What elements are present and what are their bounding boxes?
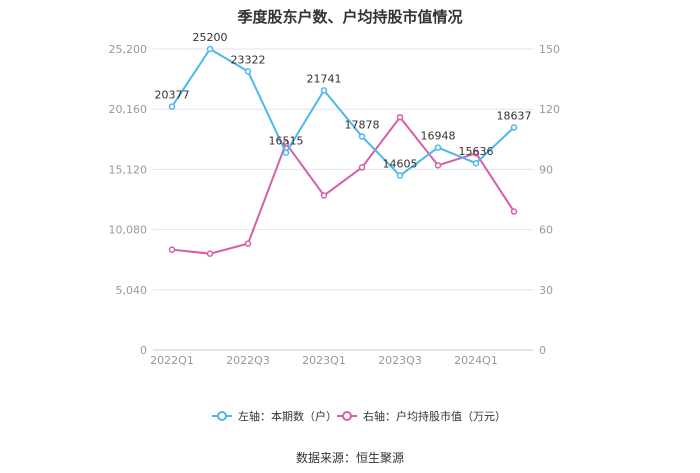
data-label: 15636: [459, 145, 494, 158]
x-tick-label: 2023Q1: [302, 354, 346, 367]
left-tick-label: 20,160: [109, 103, 148, 116]
left-tick-label: 5,040: [116, 284, 148, 297]
data-point: [510, 208, 518, 215]
legend-item-market-value[interactable]: 右轴：户均持股市值（万元）: [337, 409, 506, 423]
data-point: [396, 113, 404, 121]
series-market-value: [168, 113, 518, 257]
right-tick-label: 120: [539, 103, 560, 116]
data-point: [358, 133, 366, 140]
x-tick-label: 2022Q1: [150, 354, 194, 367]
legend-label-market-value: 右轴：户均持股市值（万元）: [363, 409, 506, 423]
data-point: [206, 250, 214, 257]
data-label: 25200: [193, 31, 228, 44]
data-point: [244, 68, 252, 75]
data-point: [396, 172, 404, 179]
series-line: [171, 47, 515, 177]
legend-marker-households: [217, 411, 227, 421]
chart-title: 季度股东户数、户均持股市值情况: [237, 8, 462, 26]
data-label: 14605: [383, 158, 418, 171]
left-tick-label: 15,120: [109, 163, 148, 176]
right-tick-label: 30: [539, 284, 553, 297]
right-tick-label: 150: [539, 43, 560, 56]
data-label: 21741: [307, 72, 342, 85]
data-point: [434, 144, 442, 151]
data-point: [282, 140, 290, 147]
right-tick-label: 0: [539, 344, 546, 357]
legend-label-households: 左轴：本期数（户）: [238, 409, 337, 423]
legend-marker-market-value: [342, 411, 352, 421]
data-point: [472, 150, 480, 157]
data-source: 数据来源：恒生聚源: [296, 450, 404, 465]
data-point: [358, 164, 366, 171]
right-tick-label: 60: [539, 224, 553, 237]
legend-item-households[interactable]: 左轴：本期数（户）: [212, 409, 337, 423]
left-tick-label: 25,200: [109, 43, 148, 56]
x-tick-label: 2024Q1: [454, 354, 498, 367]
x-tick-label: 2023Q3: [378, 354, 422, 367]
data-label: 16515: [269, 135, 304, 148]
data-point: [510, 124, 518, 131]
data-label: 18637: [497, 109, 532, 122]
data-point: [206, 45, 214, 53]
right-tick-label: 90: [539, 163, 553, 176]
left-tick-label: 10,080: [109, 224, 148, 237]
data-label: 23322: [231, 53, 266, 66]
data-point: [282, 149, 290, 156]
data-label: 16948: [421, 130, 456, 143]
data-point: [434, 162, 442, 169]
right-axis: 0 30 60 90 120 150: [539, 43, 560, 357]
data-point: [168, 103, 176, 110]
data-point: [320, 87, 328, 94]
left-axis: 0 5,040 10,080 15,120 20,160 25,200: [109, 43, 148, 357]
left-tick-label: 0: [140, 344, 147, 357]
data-point: [472, 159, 480, 167]
data-label: 17878: [345, 118, 380, 131]
series-line: [171, 115, 515, 255]
x-tick-label: 2022Q3: [226, 354, 270, 367]
grid: [153, 48, 533, 351]
data-point: [168, 246, 176, 253]
legend: 左轴：本期数（户） 右轴：户均持股市值（万元）: [212, 409, 506, 423]
x-axis: 2022Q1 2022Q3 2023Q1 2023Q3 2024Q1: [150, 354, 498, 367]
data-point: [244, 240, 252, 247]
data-point: [320, 192, 328, 199]
data-label: 20377: [155, 89, 190, 102]
